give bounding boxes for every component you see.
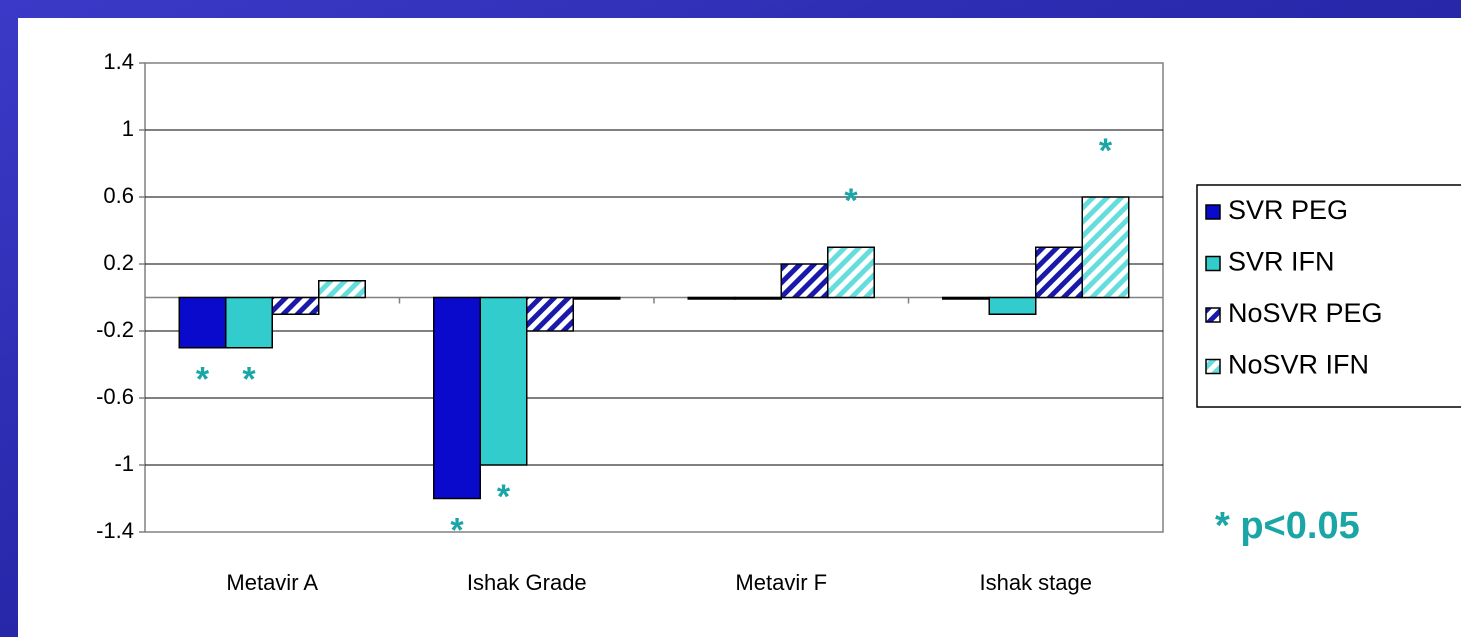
legend-label: NoSVR PEG — [1228, 298, 1383, 328]
y-tick-label: 0.2 — [103, 250, 134, 275]
bar — [225, 296, 273, 349]
bar — [1081, 196, 1130, 299]
significance-marker: * — [242, 361, 256, 399]
significance-marker: * — [450, 511, 464, 549]
significance-marker: * — [1099, 132, 1113, 170]
bar — [780, 263, 829, 299]
significance-marker: * — [844, 182, 858, 220]
bar — [178, 296, 227, 349]
y-tick-label: -0.6 — [96, 384, 134, 409]
bar — [271, 296, 320, 315]
legend-swatch — [1205, 204, 1221, 220]
significance-marker: * — [196, 361, 210, 399]
bar — [526, 296, 574, 332]
bar — [942, 296, 990, 300]
x-tick-label: Ishak stage — [979, 570, 1092, 595]
bar — [572, 296, 621, 300]
bar — [1035, 246, 1083, 299]
bar — [318, 280, 366, 299]
y-tick-label: -0.2 — [96, 317, 134, 342]
legend-swatch — [1205, 307, 1221, 323]
x-tick-label: Metavir F — [735, 570, 827, 595]
x-tick-label: Ishak Grade — [467, 570, 587, 595]
bar — [734, 296, 782, 300]
legend-label: SVR PEG — [1228, 195, 1348, 225]
y-tick-label: -1.4 — [96, 518, 134, 543]
y-tick-label: 1.4 — [103, 49, 134, 74]
legend-swatch — [1205, 255, 1221, 272]
legend-box — [1196, 184, 1461, 408]
bar — [827, 246, 875, 299]
bar — [479, 296, 528, 466]
y-tick-label: 1 — [122, 116, 134, 141]
bar — [988, 296, 1037, 315]
y-tick-label: 0.6 — [103, 183, 134, 208]
significance-note: * p<0.05 — [1215, 505, 1360, 547]
significance-marker: * — [497, 478, 511, 516]
bar — [433, 296, 481, 500]
y-tick-label: -1 — [114, 451, 134, 476]
legend-swatch — [1205, 358, 1221, 375]
legend-label: SVR IFN — [1228, 247, 1335, 277]
bar — [687, 296, 736, 300]
x-tick-label: Metavir A — [226, 570, 318, 595]
legend-label: NoSVR IFN — [1228, 350, 1369, 380]
